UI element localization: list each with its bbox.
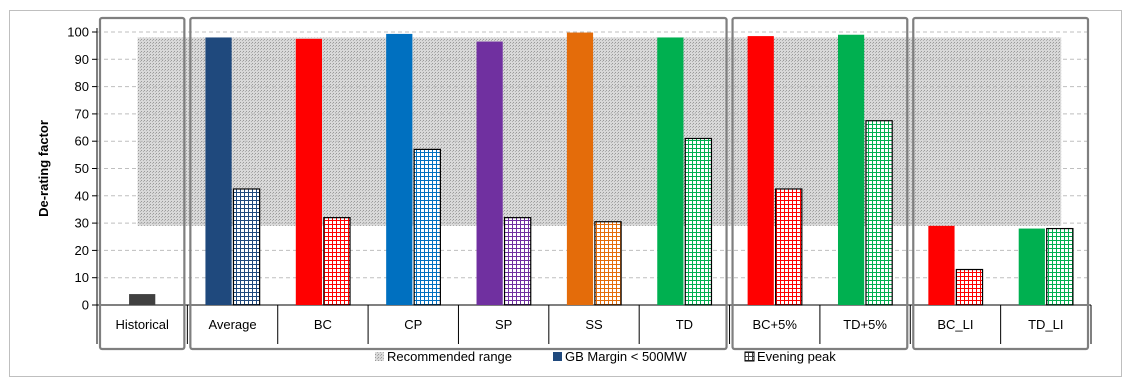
y-tick-label: 10 bbox=[75, 270, 89, 285]
y-tick-label: 90 bbox=[75, 52, 89, 67]
x-category-label: SP bbox=[495, 317, 512, 332]
bar-TD_LI-evening-peak bbox=[1046, 227, 1074, 306]
bar-TD-gb-margin bbox=[657, 37, 684, 306]
bar-SS-evening-peak bbox=[594, 221, 622, 306]
bar-TD+5%-evening-peak bbox=[865, 120, 893, 306]
y-tick-label: 80 bbox=[75, 79, 89, 94]
legend-swatch bbox=[553, 352, 562, 361]
x-category-label: TD_LI bbox=[1028, 317, 1063, 332]
y-tick-label: 40 bbox=[75, 188, 89, 203]
y-tick-label: 60 bbox=[75, 134, 89, 149]
x-category-label: BC+5% bbox=[753, 317, 798, 332]
bar-TD-evening-peak bbox=[684, 137, 713, 306]
bar-CP-gb-margin bbox=[386, 33, 413, 305]
bar-SS-gb-margin bbox=[566, 32, 594, 306]
bar-BC+5%-evening-peak bbox=[775, 188, 803, 306]
legend-swatch bbox=[744, 351, 755, 362]
bar-BC_LI-gb-margin bbox=[928, 225, 955, 305]
bar-CP-evening-peak bbox=[413, 148, 441, 306]
bar-BC-gb-margin bbox=[295, 38, 323, 305]
x-category-label: BC bbox=[314, 317, 332, 332]
y-tick-label: 30 bbox=[75, 216, 89, 231]
bar-TD+5%-gb-margin bbox=[837, 34, 865, 305]
bar-SP-gb-margin bbox=[476, 41, 503, 306]
x-category-label: CP bbox=[404, 317, 422, 332]
legend-label: Evening peak bbox=[757, 349, 836, 364]
bar-BC-evening-peak bbox=[323, 217, 351, 306]
y-tick-label: 0 bbox=[82, 298, 89, 313]
x-category-label: Historical bbox=[115, 317, 169, 332]
recommended-range-band bbox=[137, 37, 1062, 226]
bar-Average-evening-peak bbox=[232, 188, 261, 306]
y-tick-label: 100 bbox=[67, 25, 89, 40]
bar-BC_LI-evening-peak bbox=[955, 268, 984, 306]
group-box-2 bbox=[189, 16, 728, 351]
legend-label: Recommended range bbox=[387, 349, 512, 364]
group-box-3 bbox=[731, 16, 909, 351]
bar-TD_LI-gb-margin bbox=[1018, 228, 1045, 305]
bar-Historical-gb-margin bbox=[129, 294, 156, 305]
x-category-label: BC_LI bbox=[937, 317, 973, 332]
y-tick-label: 20 bbox=[75, 243, 89, 258]
bar-Average-gb-margin bbox=[205, 37, 232, 306]
x-category-label: TD+5% bbox=[843, 317, 887, 332]
y-tick-label: 50 bbox=[75, 161, 89, 176]
legend-label: GB Margin < 500MW bbox=[565, 349, 687, 364]
bar-SP-evening-peak bbox=[503, 217, 532, 306]
y-axis-label: De-rating factor bbox=[36, 120, 51, 217]
x-category-label: Average bbox=[208, 317, 256, 332]
bar-BC+5%-gb-margin bbox=[747, 36, 774, 305]
x-category-label: SS bbox=[585, 317, 603, 332]
legend-swatch bbox=[375, 352, 384, 361]
chart-area-border bbox=[9, 10, 1122, 377]
x-category-label: TD bbox=[676, 317, 693, 332]
y-tick-label: 70 bbox=[75, 106, 89, 121]
group-box-1 bbox=[98, 16, 186, 351]
group-box-4 bbox=[912, 16, 1090, 351]
